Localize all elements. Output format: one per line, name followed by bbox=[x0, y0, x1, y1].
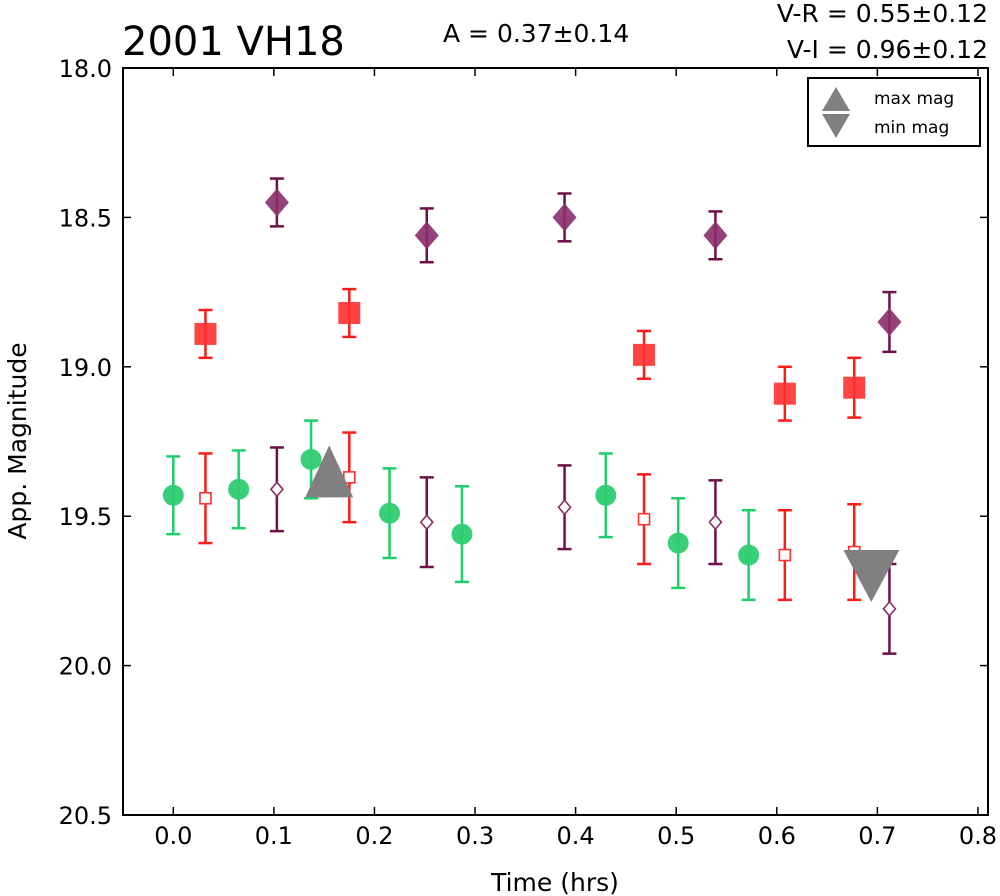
y-axis-label: App. Magnitude bbox=[3, 342, 32, 539]
legend-max-mag-label: max mag bbox=[874, 89, 954, 109]
y-tick-label: 20.5 bbox=[59, 802, 112, 830]
data-point-diamond bbox=[264, 188, 289, 217]
data-point-circle bbox=[162, 484, 184, 506]
data-point-open-square bbox=[199, 491, 212, 505]
min-mag-triangle-icon bbox=[822, 114, 850, 138]
data-point-diamond bbox=[552, 203, 577, 232]
data-point-square bbox=[633, 343, 656, 366]
x-tick-label: 0.6 bbox=[758, 822, 796, 850]
data-point-open-square bbox=[778, 548, 792, 562]
x-tick-label: 0.0 bbox=[154, 822, 192, 850]
data-point-open-diamond bbox=[419, 513, 434, 531]
data-point-diamond bbox=[414, 221, 439, 250]
y-tick-label: 19.5 bbox=[59, 503, 112, 531]
y-tick-label: 19.0 bbox=[59, 354, 112, 382]
max-mag-triangle-icon bbox=[822, 87, 850, 111]
data-point-circle bbox=[667, 532, 689, 554]
v-r-annotation: V-R = 0.55±0.12 bbox=[777, 0, 988, 28]
data-point-open-diamond bbox=[557, 499, 572, 516]
data-point-square bbox=[843, 376, 866, 399]
axis-ticks: 0.0 0.1 0.2 0.3 0.4 0.5 0.6 0.7 0.8 18.0 18.5 19.0 1… bbox=[59, 55, 997, 850]
chart-title: 2001 VH18 bbox=[122, 19, 345, 65]
data-point-open-diamond bbox=[269, 481, 284, 498]
x-tick-label: 0.1 bbox=[255, 822, 293, 850]
x-tick-label: 0.8 bbox=[959, 822, 997, 850]
x-tick-label: 0.3 bbox=[456, 822, 494, 850]
data-point-circle bbox=[300, 448, 322, 470]
data-point-open-diamond bbox=[882, 600, 897, 618]
plot-marks bbox=[162, 177, 902, 655]
data-point-circle bbox=[379, 502, 401, 524]
plot-frame bbox=[122, 67, 989, 816]
data-point-open-square bbox=[637, 512, 651, 526]
y-tick-label: 18.5 bbox=[59, 204, 112, 232]
v-i-annotation: V-I = 0.96±0.12 bbox=[787, 35, 988, 64]
min-mag-marker bbox=[843, 549, 900, 602]
data-point-square bbox=[194, 322, 217, 345]
legend-min-mag-label: min mag bbox=[874, 118, 949, 138]
data-point-square bbox=[338, 302, 361, 325]
x-tick-label: 0.5 bbox=[657, 822, 695, 850]
data-point-diamond bbox=[703, 221, 728, 250]
y-tick-label: 20.0 bbox=[59, 653, 112, 681]
data-point-square bbox=[773, 382, 796, 405]
data-point-diamond bbox=[877, 307, 902, 336]
data-point-circle bbox=[595, 484, 617, 506]
data-point-circle bbox=[738, 544, 760, 566]
data-point-open-diamond bbox=[708, 513, 723, 531]
data-point-circle bbox=[451, 523, 473, 545]
y-tick-label: 18.0 bbox=[59, 55, 112, 83]
x-axis-label: Time (hrs) bbox=[490, 868, 619, 896]
x-tick-label: 0.7 bbox=[858, 822, 896, 850]
data-point-circle bbox=[228, 478, 250, 500]
x-tick-label: 0.4 bbox=[557, 822, 595, 850]
x-tick-label: 0.2 bbox=[355, 822, 393, 850]
max-mag-marker bbox=[305, 445, 354, 498]
amplitude-annotation: A = 0.37±0.14 bbox=[443, 19, 629, 48]
legend: max mag min mag bbox=[807, 77, 981, 147]
